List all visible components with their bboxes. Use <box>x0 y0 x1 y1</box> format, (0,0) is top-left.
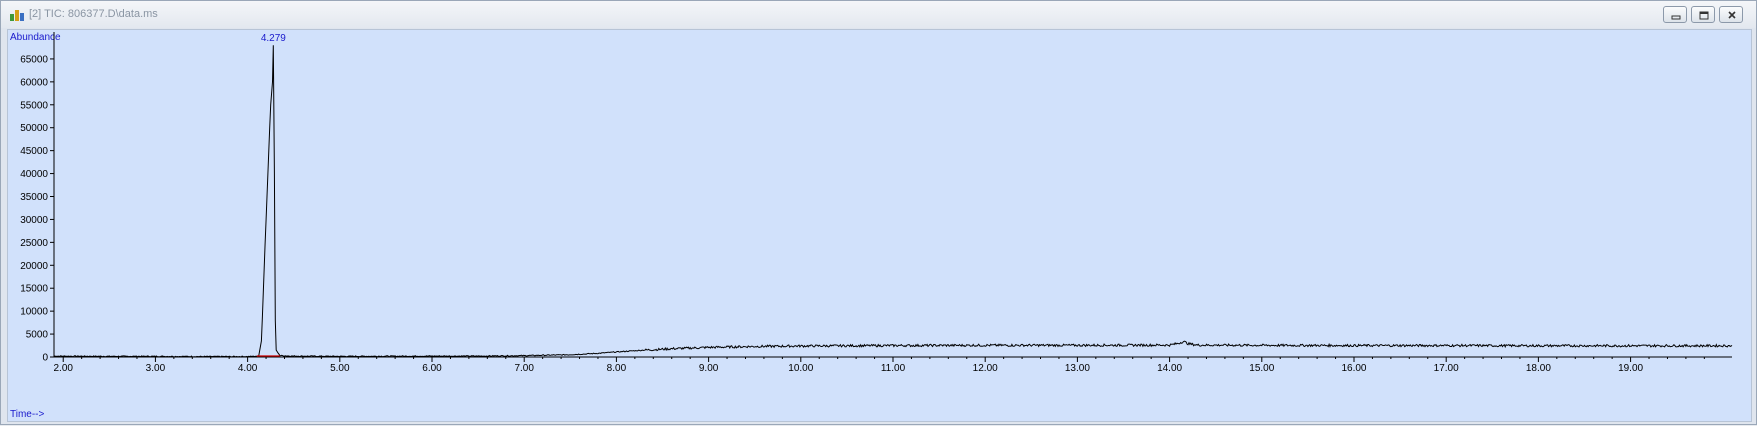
chromatogram-app-icon <box>10 10 24 21</box>
y-tick-label: 50000 <box>20 123 48 134</box>
x-tick-label: 9.00 <box>699 363 719 374</box>
minimize-button[interactable] <box>1663 6 1687 23</box>
plot-area[interactable]: Abundance Time--> 0 5000 10000 15000 20000 25… <box>7 29 1752 422</box>
x-tick-label: 17.00 <box>1434 363 1459 374</box>
x-tick-label: 15.00 <box>1249 363 1274 374</box>
x-tick-label: 3.00 <box>146 363 166 374</box>
x-tick-label: 7.00 <box>514 363 534 374</box>
y-tick-label: 20000 <box>20 261 48 272</box>
title-bar[interactable]: [2] TIC: 806377.D\data.ms <box>1 1 1756 28</box>
x-tick-label: 19.00 <box>1618 363 1643 374</box>
x-tick-label: 6.00 <box>422 363 442 374</box>
x-tick-label: 16.00 <box>1341 363 1366 374</box>
y-tick-label: 45000 <box>20 146 48 157</box>
x-axis-label: Time--> <box>10 409 45 420</box>
y-tick-label: 40000 <box>20 169 48 180</box>
y-tick-label: 35000 <box>20 192 48 203</box>
x-tick-label: 13.00 <box>1065 363 1090 374</box>
x-tick-label: 10.00 <box>788 363 813 374</box>
x-tick-label: 4.00 <box>238 363 258 374</box>
minimize-icon <box>1671 15 1681 20</box>
y-tick-label: 30000 <box>20 215 48 226</box>
x-tick-label: 2.00 <box>53 363 73 374</box>
tic-trace-line <box>53 45 1733 358</box>
restore-icon <box>1699 11 1709 20</box>
x-tick-label: 8.00 <box>607 363 627 374</box>
axes-group: 0 5000 10000 15000 20000 25000 30000 35000 40000… <box>20 32 1732 374</box>
y-tick-label: 65000 <box>20 54 48 65</box>
x-tick-label: 11.00 <box>881 363 906 374</box>
close-button[interactable] <box>1719 6 1743 23</box>
peak-labels-group: 4.279 <box>261 33 286 44</box>
x-tick-label: 12.00 <box>973 363 998 374</box>
y-tick-label: 5000 <box>26 330 49 341</box>
x-tick-label: 18.00 <box>1526 363 1551 374</box>
restore-button[interactable] <box>1691 6 1715 23</box>
y-tick-label: 60000 <box>20 77 48 88</box>
y-axis-label: Abundance <box>10 32 61 43</box>
window-title: [2] TIC: 806377.D\data.ms <box>29 8 158 20</box>
chromatogram-chart[interactable]: Abundance Time--> 0 5000 10000 15000 20000 25… <box>8 30 1751 421</box>
peak-label: 4.279 <box>261 33 286 44</box>
y-tick-label: 15000 <box>20 284 48 295</box>
x-tick-label: 5.00 <box>330 363 350 374</box>
y-tick-label: 25000 <box>20 238 48 249</box>
trace-group <box>53 45 1733 358</box>
y-tick-label: 55000 <box>20 100 48 111</box>
y-tick-label: 0 <box>42 353 48 364</box>
close-icon <box>1728 11 1736 19</box>
y-tick-label: 10000 <box>20 307 48 318</box>
x-tick-label: 14.00 <box>1157 363 1182 374</box>
